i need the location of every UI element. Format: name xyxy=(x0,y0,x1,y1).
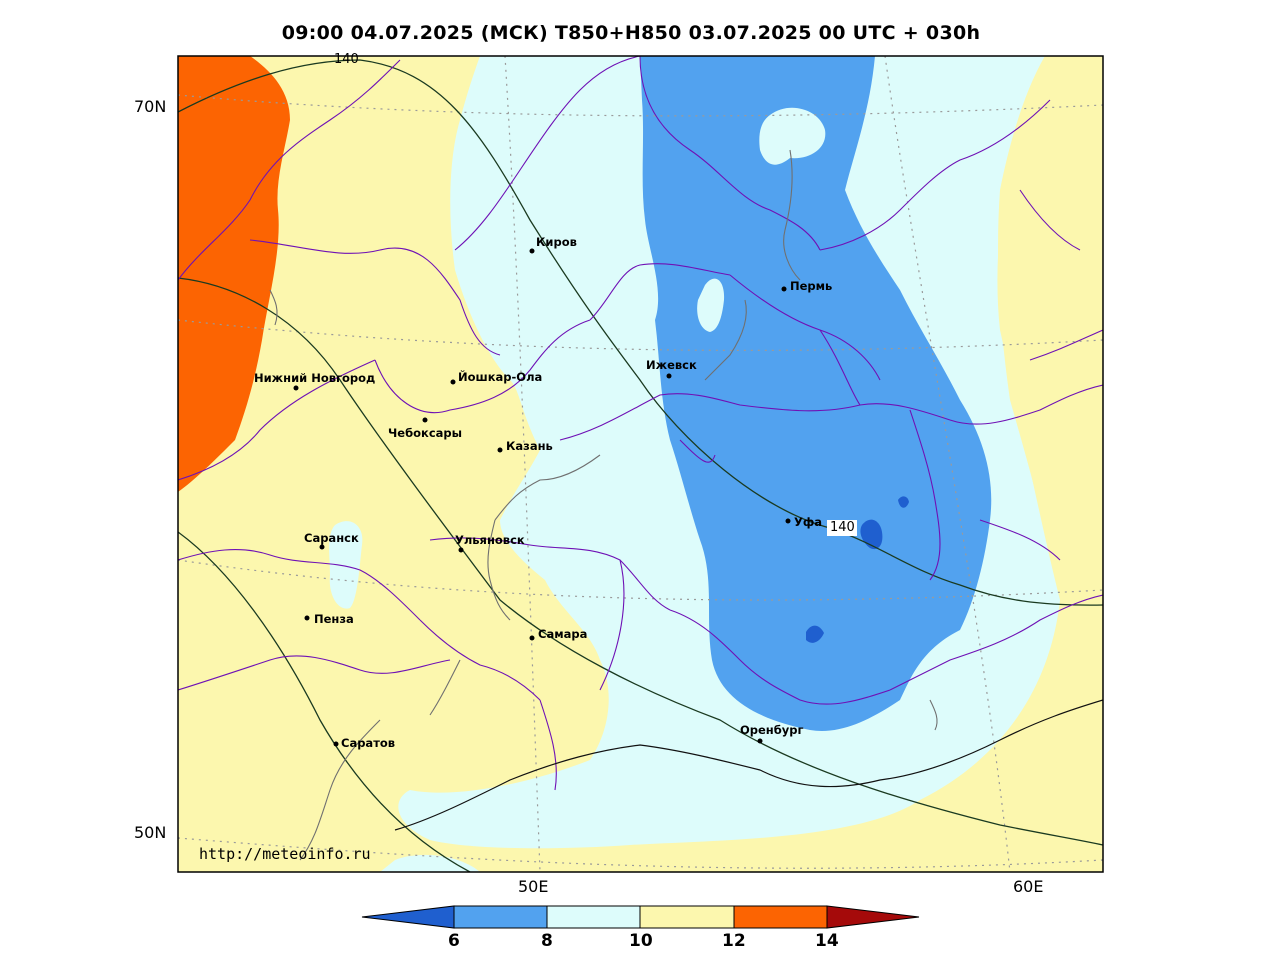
colorbar-seg-12-14 xyxy=(733,905,828,929)
lat-label-50n: 50N xyxy=(134,823,167,842)
city-label-izhevsk: Ижевск xyxy=(646,358,697,372)
city-dot-kazan xyxy=(497,447,503,453)
city-label-penza: Пенза xyxy=(314,612,354,626)
temperature-field xyxy=(178,56,1103,872)
city-label-kirov: Киров xyxy=(536,235,577,249)
source-url[interactable]: http://meteoinfo.ru xyxy=(199,845,371,863)
colorbar xyxy=(361,905,920,929)
contour-fill-saransk xyxy=(329,521,363,609)
city-label-samara: Самара xyxy=(538,627,588,641)
city-label-saransk: Саранск xyxy=(304,531,359,545)
city-dot-perm xyxy=(781,286,787,292)
city-dot-ulyanovsk xyxy=(458,547,464,553)
city-dot-samara xyxy=(529,635,535,641)
city-label-ulyanovsk: Ульяновск xyxy=(455,533,525,547)
lat-label-70n: 70N xyxy=(134,97,167,116)
colorbar-seg-10-12 xyxy=(639,905,735,929)
city-dot-cheboksary xyxy=(422,417,428,423)
city-dot-saratov xyxy=(333,741,339,747)
lon-label-50e: 50E xyxy=(518,877,549,896)
colorbar-label-12: 12 xyxy=(722,931,746,951)
isolines xyxy=(178,59,1103,872)
city-label-nizhny-novgorod: Нижний Новгород xyxy=(254,371,376,385)
city-dot-yoshkar xyxy=(450,379,456,385)
city-dot-nizhny xyxy=(293,385,299,391)
state-border xyxy=(394,699,1103,831)
colorbar-label-8: 8 xyxy=(541,931,553,951)
city-dot-saransk xyxy=(319,544,325,550)
contour-label: 140 xyxy=(334,52,359,67)
contour-fill-12-14-west xyxy=(178,56,290,492)
city-dot-izhevsk xyxy=(666,373,672,379)
colorbar-label-6: 6 xyxy=(448,931,460,951)
colorbar-seg-6-8 xyxy=(453,905,548,929)
city-label-ufa: Уфа xyxy=(794,515,823,529)
map-frame xyxy=(177,55,1104,873)
city-dot-kirov xyxy=(529,248,535,254)
colorbar-seg-lt6 xyxy=(361,905,455,929)
city-markers xyxy=(293,248,791,747)
colorbar-seg-gt14 xyxy=(826,905,920,929)
city-label-yoshkar-ola: Йошкар-Ола xyxy=(458,370,543,384)
map-title: 09:00 04.07.2025 (МСК) T850+H850 03.07.2… xyxy=(281,22,981,44)
city-label-cheboksary: Чебоксары xyxy=(388,426,463,440)
city-label-perm: Пермь xyxy=(790,279,833,293)
colorbar-label-10: 10 xyxy=(629,931,653,951)
city-label-orenburg: Оренбург xyxy=(740,723,804,737)
admin-borders xyxy=(178,56,1103,791)
city-label-kazan: Казань xyxy=(506,439,553,453)
city-label-saratov: Саратов xyxy=(341,736,396,750)
city-dot-penza xyxy=(304,615,310,621)
city-dot-orenburg xyxy=(757,738,763,744)
colorbar-seg-8-10 xyxy=(546,905,641,929)
contour-label: 140 xyxy=(830,520,855,535)
colorbar-label-14: 14 xyxy=(815,931,839,951)
city-dot-ufa xyxy=(785,518,791,524)
lon-label-60e: 60E xyxy=(1013,877,1044,896)
rivers xyxy=(269,149,938,861)
